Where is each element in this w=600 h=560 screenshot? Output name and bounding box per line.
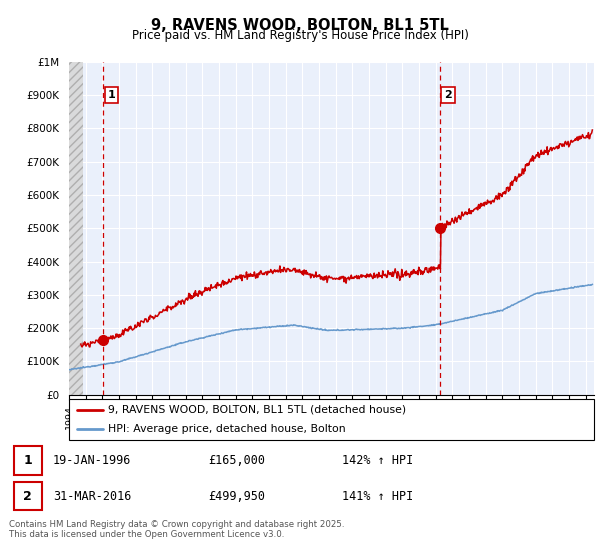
Text: Contains HM Land Registry data © Crown copyright and database right 2025.
This d: Contains HM Land Registry data © Crown c… <box>9 520 344 539</box>
Bar <box>14 446 42 475</box>
Text: 142% ↑ HPI: 142% ↑ HPI <box>343 454 414 467</box>
Text: 31-MAR-2016: 31-MAR-2016 <box>53 489 131 502</box>
Text: 9, RAVENS WOOD, BOLTON, BL1 5TL: 9, RAVENS WOOD, BOLTON, BL1 5TL <box>151 18 449 33</box>
Text: 2: 2 <box>444 90 452 100</box>
Text: 1: 1 <box>23 454 32 467</box>
Bar <box>14 482 42 510</box>
Text: Price paid vs. HM Land Registry's House Price Index (HPI): Price paid vs. HM Land Registry's House … <box>131 29 469 42</box>
Text: 141% ↑ HPI: 141% ↑ HPI <box>343 489 414 502</box>
Text: 19-JAN-1996: 19-JAN-1996 <box>53 454 131 467</box>
Text: £499,950: £499,950 <box>208 489 265 502</box>
Bar <box>69 62 83 395</box>
Text: 2: 2 <box>23 489 32 502</box>
Text: HPI: Average price, detached house, Bolton: HPI: Average price, detached house, Bolt… <box>109 424 346 434</box>
Text: 9, RAVENS WOOD, BOLTON, BL1 5TL (detached house): 9, RAVENS WOOD, BOLTON, BL1 5TL (detache… <box>109 405 407 415</box>
Text: 1: 1 <box>107 90 115 100</box>
Text: £165,000: £165,000 <box>208 454 265 467</box>
